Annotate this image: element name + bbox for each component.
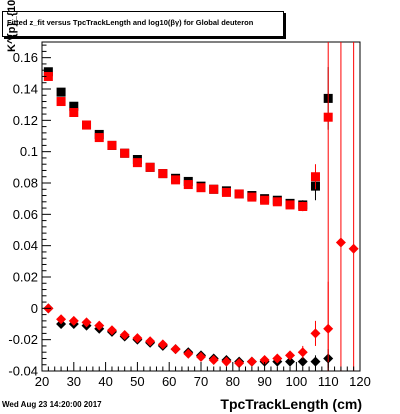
x-tick-label: 50 <box>130 374 144 389</box>
red-square-point <box>43 71 53 81</box>
red-diamond-point <box>246 356 257 367</box>
red-diamond-point <box>119 329 130 340</box>
red-diamond-point <box>348 243 359 254</box>
red-diamond-point <box>323 323 334 334</box>
y-tick-label: -0.04 <box>8 364 38 379</box>
black-diamond-point <box>297 356 308 367</box>
x-tick-label: 40 <box>98 374 112 389</box>
red-diamond-point <box>259 355 270 366</box>
red-square-point <box>310 172 320 182</box>
red-diamond-point <box>221 356 232 367</box>
y-tick-label: 0.16 <box>13 50 38 65</box>
red-diamond-point <box>132 333 143 344</box>
x-tick-label: 70 <box>194 374 208 389</box>
red-square-point <box>158 169 168 179</box>
x-tick-label: 120 <box>349 374 371 389</box>
red-square-point <box>145 162 155 172</box>
red-square-point <box>82 120 92 130</box>
red-square-point <box>272 197 282 207</box>
red-diamond-point <box>68 315 79 326</box>
red-square-point <box>221 187 231 197</box>
y-tick-label: 0.06 <box>13 207 38 222</box>
red-square-point <box>285 200 295 210</box>
red-square-point <box>107 140 117 150</box>
red-square-point <box>132 158 142 168</box>
red-diamond-point <box>157 339 168 350</box>
x-tick-label: 90 <box>257 374 271 389</box>
red-diamond-point <box>106 325 117 336</box>
red-diamond-point <box>208 355 219 366</box>
red-diamond-point <box>56 314 67 325</box>
red-diamond-point <box>170 344 181 355</box>
red-square-point <box>247 192 257 202</box>
y-tick-label: 0.08 <box>13 176 38 191</box>
y-tick-label: 0.1 <box>20 144 38 159</box>
x-tick-label: 110 <box>318 374 339 389</box>
red-square-point <box>69 108 79 117</box>
black-square-point <box>43 67 53 77</box>
datestamp: Wed Aug 23 14:20:00 2017 <box>2 400 102 409</box>
red-square-point <box>260 195 270 205</box>
black-square-point <box>69 101 79 111</box>
red-square-point <box>56 97 66 107</box>
x-tick-label: 100 <box>286 374 308 389</box>
red-diamond-point <box>183 348 194 359</box>
y-axis-title: K^{p}_{10} <box>6 0 18 52</box>
black-diamond-point <box>285 356 296 367</box>
red-diamond-point <box>196 351 206 362</box>
red-diamond-point <box>297 347 308 358</box>
red-square-point <box>298 202 308 211</box>
chart-title: Fitted z_fit versus TpcTrackLength and l… <box>7 18 254 27</box>
red-diamond-point <box>272 353 283 364</box>
red-diamond-point <box>81 317 92 328</box>
y-tick-label: 0.14 <box>13 82 38 97</box>
y-tick-label: 0.02 <box>13 270 38 285</box>
red-square-point <box>209 184 219 194</box>
red-square-point <box>234 189 244 199</box>
red-diamond-point <box>285 350 296 361</box>
red-diamond-point <box>310 328 321 339</box>
x-axis-title: TpcTrackLength (cm) <box>220 396 362 412</box>
y-tick-label: 0.12 <box>13 113 38 128</box>
red-square-point <box>323 112 333 122</box>
red-square-point <box>171 175 181 185</box>
red-square-point <box>196 183 206 193</box>
x-tick-label: 20 <box>35 374 49 389</box>
x-tick-label: 30 <box>67 374 81 389</box>
y-tick-label: -0.02 <box>8 332 38 347</box>
red-diamond-point <box>335 237 346 248</box>
red-diamond-point <box>145 336 156 347</box>
black-square-point <box>56 87 66 97</box>
y-tick-label: 0 <box>31 301 38 316</box>
red-diamond-point <box>234 358 245 369</box>
x-tick-label: 60 <box>162 374 176 389</box>
chart-title-box: Fitted z_fit versus TpcTrackLength and l… <box>2 11 284 37</box>
x-tick-label: 80 <box>226 374 240 389</box>
red-square-point <box>94 133 104 143</box>
red-square-point <box>183 180 193 190</box>
red-square-point <box>120 148 130 158</box>
red-diamond-point <box>94 320 105 331</box>
black-diamond-point <box>310 356 321 367</box>
y-tick-label: 0.04 <box>13 238 38 253</box>
